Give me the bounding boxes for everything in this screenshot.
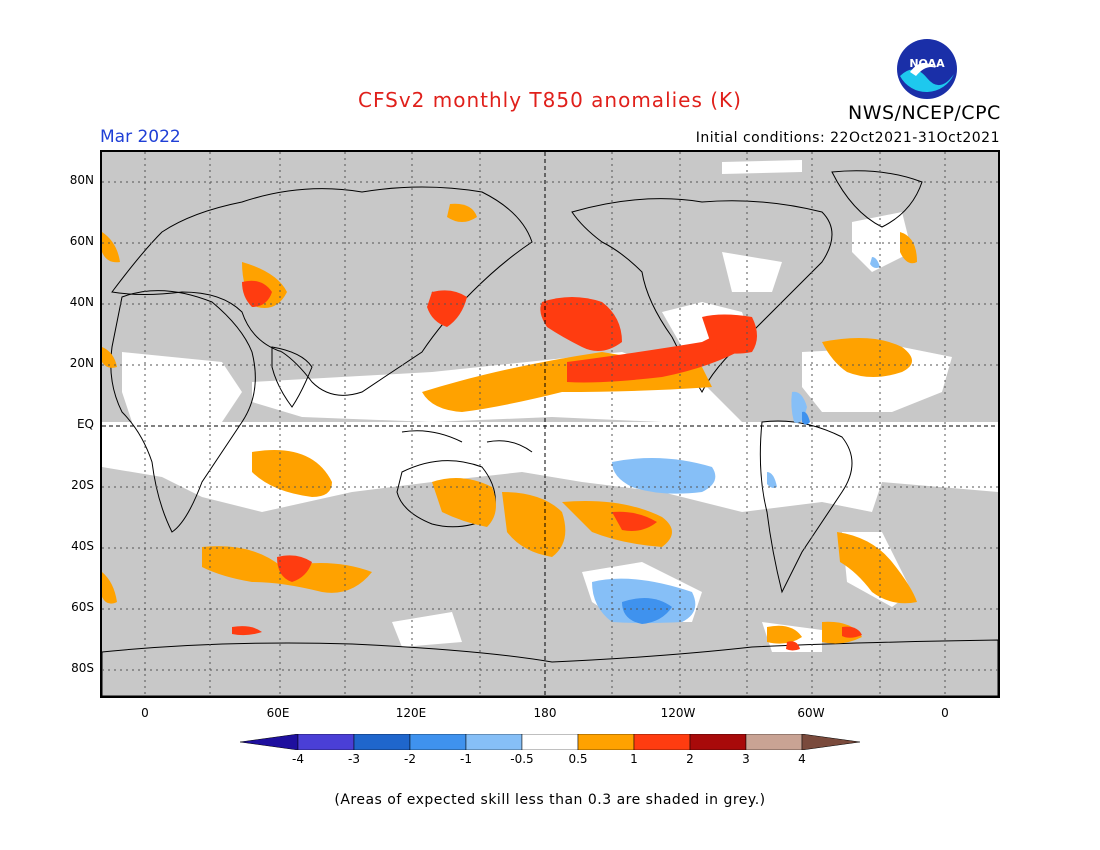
colorbar-swatch bbox=[577, 733, 635, 751]
map-title: CFSv2 monthly T850 anomalies (K) bbox=[358, 88, 742, 112]
lat-label: 20S bbox=[71, 478, 94, 492]
colorbar-label: 0.5 bbox=[568, 752, 588, 766]
strong-cool-anomaly-regions bbox=[622, 411, 810, 624]
colorbar-label: -3 bbox=[348, 752, 360, 766]
lon-label: 0 bbox=[141, 706, 149, 720]
colorbar-swatch bbox=[465, 733, 523, 751]
colorbar-label: 2 bbox=[686, 752, 694, 766]
lon-gridlines bbox=[144, 152, 946, 696]
colorbar-swatch bbox=[521, 733, 579, 751]
colorbar-label: 3 bbox=[742, 752, 750, 766]
lon-label: 60W bbox=[797, 706, 825, 720]
coastlines bbox=[102, 170, 998, 696]
forecast-period: Mar 2022 bbox=[100, 127, 181, 147]
lat-label: 40S bbox=[71, 539, 94, 553]
colorbar-swatches bbox=[239, 733, 861, 751]
colorbar-swatch bbox=[409, 733, 467, 751]
lat-label: EQ bbox=[76, 417, 94, 431]
colorbar-swatch bbox=[633, 733, 691, 751]
lat-label: 20N bbox=[69, 356, 94, 370]
colorbar-label: 1 bbox=[630, 752, 638, 766]
colorbar-swatch bbox=[353, 733, 411, 751]
colorbar-swatch bbox=[745, 733, 803, 751]
lat-label: 80S bbox=[71, 661, 94, 675]
lat-label: 40N bbox=[69, 295, 94, 309]
colorbar-swatch bbox=[297, 733, 355, 751]
colorbar-label: -4 bbox=[292, 752, 304, 766]
colorbar-label: -2 bbox=[404, 752, 416, 766]
colorbar-label: -1 bbox=[460, 752, 472, 766]
svg-text:NOAA: NOAA bbox=[909, 57, 945, 70]
lon-label: 180 bbox=[533, 706, 557, 720]
strong-warm-anomaly-regions bbox=[232, 280, 862, 651]
colorbar-low-arrow bbox=[239, 733, 299, 751]
lon-label: 0 bbox=[941, 706, 949, 720]
colorbar-swatch bbox=[689, 733, 747, 751]
lat-label: 60N bbox=[69, 234, 94, 248]
colorbar-label: -0.5 bbox=[510, 752, 534, 766]
colorbar-label: 4 bbox=[798, 752, 806, 766]
lon-label: 60E bbox=[266, 706, 290, 720]
lon-label: 120W bbox=[660, 706, 696, 720]
map-plot-area bbox=[102, 152, 998, 696]
lon-label: 120E bbox=[395, 706, 427, 720]
lat-label: 60S bbox=[71, 600, 94, 614]
noaa-logo: NOAA bbox=[896, 38, 958, 100]
agency-label: NWS/NCEP/CPC bbox=[848, 102, 1001, 124]
colorbar-high-arrow bbox=[801, 733, 861, 751]
initial-conditions: Initial conditions: 22Oct2021-31Oct2021 bbox=[695, 130, 1000, 146]
lat-label: 80N bbox=[69, 173, 94, 187]
anomaly-map bbox=[100, 150, 1000, 698]
colorbar bbox=[239, 733, 862, 751]
skill-footnote: (Areas of expected skill less than 0.3 a… bbox=[334, 792, 766, 808]
